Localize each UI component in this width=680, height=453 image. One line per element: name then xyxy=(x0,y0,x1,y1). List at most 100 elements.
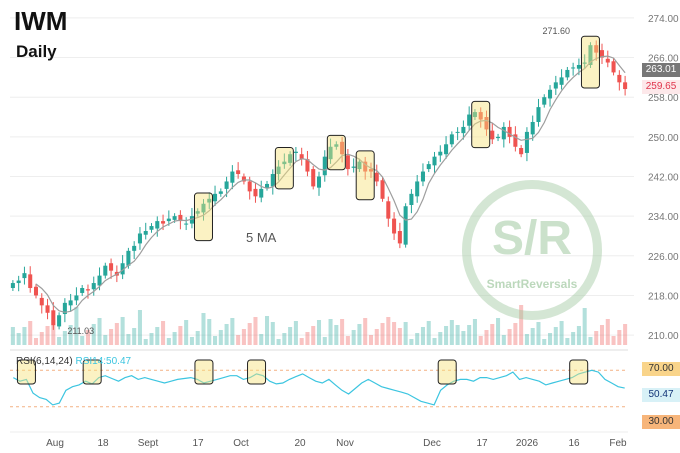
candle-body xyxy=(496,136,501,139)
candle-body xyxy=(449,134,454,145)
x-tick-label: Aug xyxy=(46,438,64,449)
volume-bar xyxy=(224,324,229,345)
candle-body xyxy=(403,206,408,245)
volume-bar xyxy=(80,336,85,345)
candle-body xyxy=(501,126,506,140)
candle-body xyxy=(490,130,495,140)
candle-body xyxy=(10,283,15,289)
volume-bar xyxy=(524,334,529,345)
volume-bar xyxy=(201,313,206,345)
candle-body xyxy=(213,193,218,202)
volume-bar xyxy=(490,324,495,345)
highlight-boxes: 271.60 211.03 xyxy=(67,26,600,336)
candle-body xyxy=(507,126,512,137)
y-tick-label: 242.00 xyxy=(648,173,679,184)
volume-bar xyxy=(588,337,593,345)
candle-body xyxy=(316,176,322,188)
candle-body xyxy=(172,216,177,220)
candle-body xyxy=(392,218,397,234)
volume-bar xyxy=(363,318,368,345)
candle-body xyxy=(617,74,622,83)
candle-body xyxy=(455,131,460,133)
volume-bar xyxy=(184,320,189,345)
candle-body xyxy=(420,171,425,182)
rsi-current-tag: 50.47 xyxy=(642,388,680,402)
ticker-title: IWM xyxy=(14,6,68,36)
volume-bar xyxy=(368,335,374,345)
candle-body xyxy=(467,114,472,126)
candle-body xyxy=(438,151,443,156)
volume-bar xyxy=(472,319,477,345)
y-axis: 210.00 218.00 226.00 234.00 242.00 250.00 258.… xyxy=(648,14,679,342)
volume-bar xyxy=(109,329,114,345)
y-tick-label: 258.00 xyxy=(648,93,679,104)
volume-bar xyxy=(189,337,194,345)
volume-bar xyxy=(253,317,258,345)
volume-bar xyxy=(328,319,333,345)
candle-body xyxy=(126,250,131,266)
chart-grid xyxy=(10,17,634,336)
highlight-box xyxy=(355,150,375,201)
volume-bar xyxy=(322,337,327,345)
candle-body xyxy=(461,126,466,134)
volume-bar xyxy=(455,325,460,345)
volume-bar xyxy=(155,327,160,345)
x-tick-label: Feb xyxy=(609,438,627,449)
y-tick-label: 266.00 xyxy=(648,54,679,65)
volume-bar xyxy=(213,336,218,345)
volume-bar xyxy=(68,325,73,345)
y-tick-label: 218.00 xyxy=(648,291,679,302)
volume-bar xyxy=(611,336,616,345)
volume-bar xyxy=(374,329,379,345)
y-tick-label: 250.00 xyxy=(648,133,679,144)
volume-bar xyxy=(507,329,512,345)
candle-body xyxy=(120,263,125,275)
volume-bar xyxy=(484,330,489,345)
candle-body xyxy=(149,226,154,230)
candle-body xyxy=(380,180,385,199)
rsi-panel xyxy=(10,349,628,408)
volume-bar xyxy=(91,324,96,345)
x-axis: Aug 18 Sept 17 Oct 20 Nov Dec 17 2026 16 Feb xyxy=(10,431,628,449)
volume-bar xyxy=(467,325,472,345)
candle-body xyxy=(513,134,518,147)
highlight-box xyxy=(193,192,213,242)
volume-bar xyxy=(553,327,558,345)
volume-bar xyxy=(403,322,408,345)
candle-body xyxy=(536,107,541,122)
candle-body xyxy=(368,169,374,172)
volume-bar xyxy=(426,321,431,345)
volume-bar xyxy=(293,321,298,345)
candle-body xyxy=(386,201,391,219)
candle-body xyxy=(184,223,189,225)
volume-bar xyxy=(276,339,281,345)
candle-body xyxy=(311,169,316,187)
volume-bar xyxy=(565,338,570,345)
rsi-highlight-box xyxy=(194,359,214,385)
candle-body xyxy=(22,273,27,279)
x-tick-label: Nov xyxy=(336,438,354,449)
rsi-label: RSI(6,14,24) RSI14:50.47 xyxy=(16,356,131,367)
candle-body xyxy=(189,216,194,224)
volume-bar xyxy=(594,331,599,345)
highlight-box xyxy=(580,35,600,89)
candle-body xyxy=(351,166,356,168)
y-tick-label: 210.00 xyxy=(648,331,679,342)
volume-bar xyxy=(57,337,62,345)
volume-bar xyxy=(161,321,166,345)
volume-bar xyxy=(409,339,414,345)
candle-body xyxy=(224,181,229,189)
volume-bar xyxy=(282,333,287,345)
candle-body xyxy=(484,117,489,130)
volume-bar xyxy=(149,333,154,345)
volume-bar xyxy=(432,338,437,345)
candle-body xyxy=(571,67,576,69)
x-tick-label: 20 xyxy=(294,438,306,449)
volume-bar xyxy=(10,327,15,345)
volume-bar xyxy=(305,332,310,345)
volume-bar xyxy=(270,322,275,345)
candle-body xyxy=(524,131,529,153)
candle-body xyxy=(559,77,564,85)
candle-body xyxy=(472,112,477,118)
